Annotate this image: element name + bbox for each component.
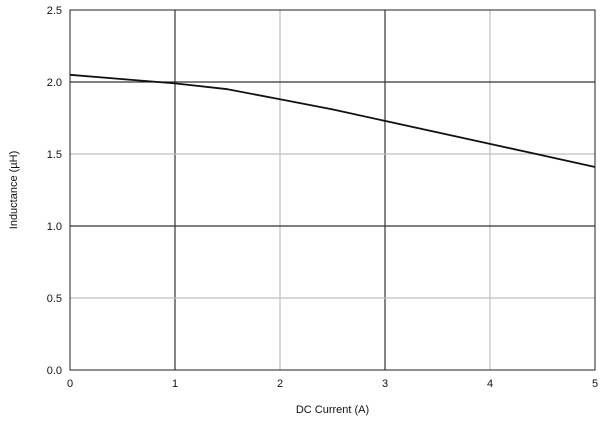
plot-area — [70, 10, 595, 370]
y-tick-label: 2.5 — [47, 5, 62, 17]
plot-frame — [69, 9, 596, 371]
y-tick-label: 0.5 — [47, 293, 62, 305]
y-tick-label: 1.5 — [47, 149, 62, 161]
x-tick-label: 3 — [382, 378, 388, 390]
series-group — [69, 73, 596, 168]
grid-lines — [70, 10, 595, 370]
x-tick-label: 4 — [487, 378, 493, 390]
tick-labels: 0 1 2 3 4 5 0.0 0.5 1.0 1.5 2.0 2.5 — [47, 5, 598, 390]
x-tick-label: 2 — [277, 378, 283, 390]
x-tick-label: 1 — [172, 378, 178, 390]
x-axis-label: DC Current (A) — [296, 404, 369, 416]
x-tick-label: 5 — [592, 378, 598, 390]
y-axis-label: Inductance (µH) — [8, 151, 20, 229]
inductance-series-line — [69, 73, 596, 168]
y-tick-label: 2.0 — [47, 77, 62, 89]
y-tick-label: 1.0 — [47, 221, 62, 233]
y-tick-label: 0.0 — [47, 365, 62, 377]
x-tick-label: 0 — [67, 378, 73, 390]
